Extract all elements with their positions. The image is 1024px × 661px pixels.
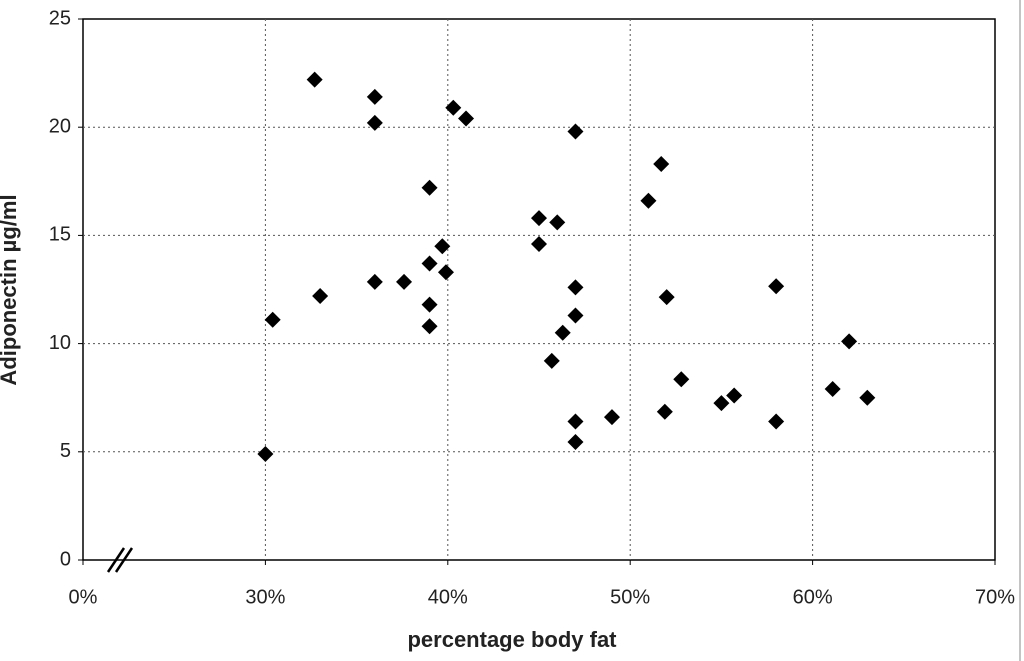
point [567,434,584,451]
point [396,273,413,290]
point [859,389,876,406]
point [366,88,383,105]
point [726,387,743,404]
y-tick-label: 25 [49,7,71,29]
y-axis-label: Adiponectin µg/ml [0,194,21,385]
point [366,273,383,290]
point [421,179,438,196]
point [658,289,675,306]
point [531,210,547,227]
y-tick-label: 10 [49,332,71,354]
x-tick-label: 0% [69,586,98,608]
point [531,236,547,253]
point [421,318,438,335]
x-tick-label: 50% [610,586,650,608]
x-tick-label: 60% [793,586,833,608]
point [366,114,383,131]
point [768,413,785,430]
point [421,296,438,313]
x-tick-label: 30% [245,586,285,608]
y-tick-label: 20 [49,115,71,137]
point [264,311,281,328]
point [458,110,475,127]
point [653,155,670,172]
point [567,279,584,296]
point [437,264,454,281]
point [656,403,673,420]
point [567,123,584,140]
plot-frame [82,18,996,561]
point [567,413,584,430]
point [673,371,690,388]
y-tick-label: 15 [49,224,71,246]
point [640,192,657,209]
y-tick-label: 5 [60,440,71,462]
point [421,255,438,272]
point [603,409,620,426]
point [306,71,323,88]
point [824,381,841,398]
point [445,99,462,116]
point [312,287,329,304]
x-tick-label: 40% [428,586,468,608]
point [543,352,560,369]
point [768,278,785,295]
x-tick-label: 70% [975,586,1015,608]
axis-break [114,547,134,573]
y-tick-label: 0 [60,548,71,570]
point [434,238,451,255]
point [257,445,274,462]
point [841,333,858,350]
point [554,324,571,341]
x-axis-label: percentage body fat [407,627,617,652]
axis-break [106,547,126,573]
point [549,214,566,231]
point [567,307,584,324]
point [713,395,730,412]
